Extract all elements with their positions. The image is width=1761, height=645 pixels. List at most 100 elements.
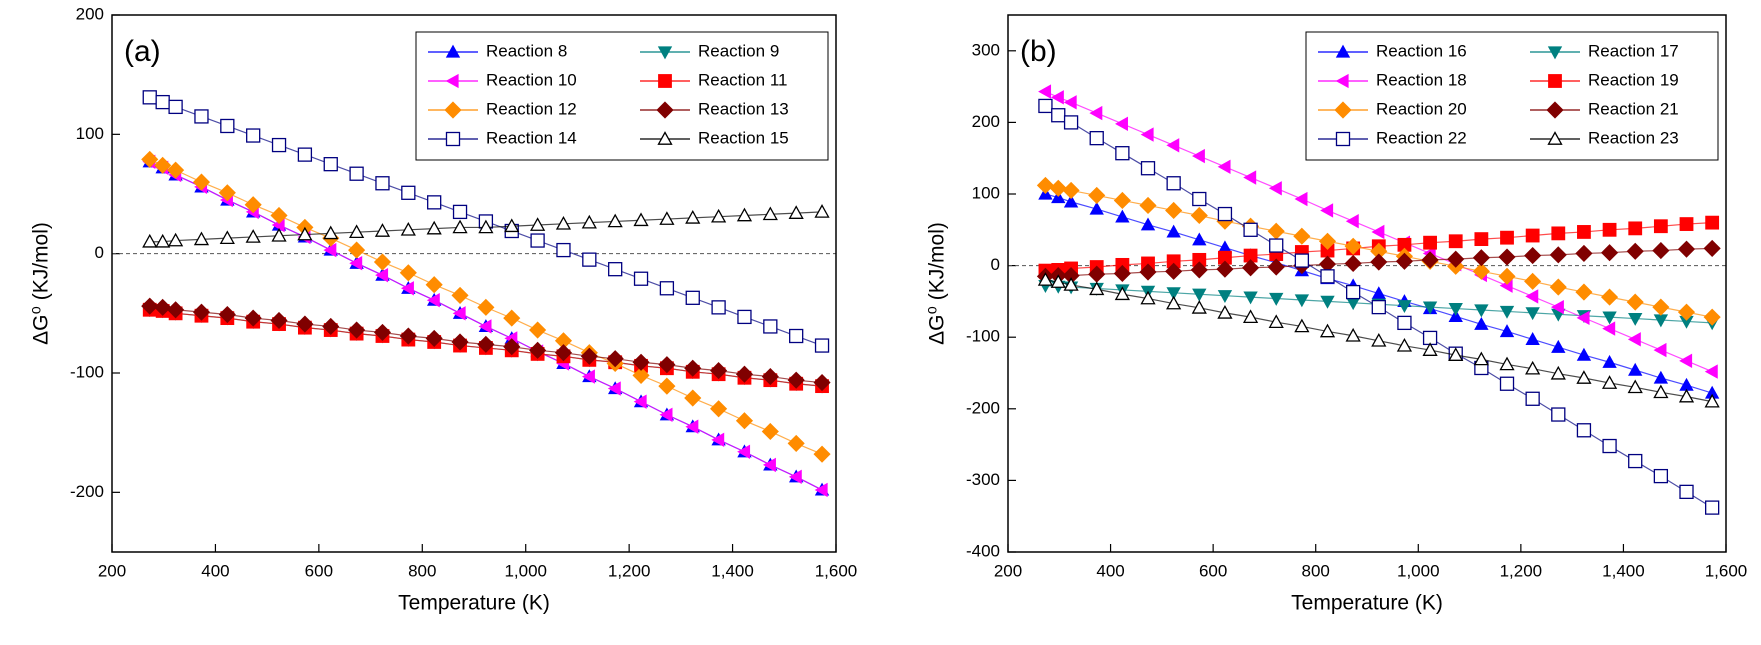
data-point [1704,393,1720,408]
data-point [1243,291,1258,305]
data-point [451,333,469,351]
data-point [1217,290,1233,303]
y-tick-label: 0 [991,255,1000,274]
data-point [1525,228,1540,243]
data-point [452,306,466,321]
data-point [1500,230,1514,245]
data-point [1473,351,1489,366]
data-point [1448,234,1463,249]
data-point [1166,295,1182,310]
legend-marker [445,44,461,58]
y-tick-label: 200 [972,112,1000,131]
data-point [1371,299,1386,315]
data-point [1243,222,1258,237]
data-point [1498,248,1516,266]
data-point [710,400,728,418]
data-point [1371,286,1386,300]
x-tick-label: 1,000 [504,561,547,580]
data-point [633,394,647,409]
data-point [1344,237,1362,255]
data-point [1601,375,1618,389]
legend-label: Reaction 10 [486,70,577,89]
data-point [141,297,159,315]
data-point [711,432,725,448]
y-tick-label: 100 [972,183,1000,202]
series-line [1045,91,1713,373]
data-point [1063,115,1079,130]
data-point [297,147,313,162]
data-point [1448,347,1464,361]
data-point [762,457,776,473]
data-point [711,300,726,315]
data-point [607,213,623,228]
data-point [659,281,675,296]
y-tick-label: -400 [966,541,1000,560]
data-point [1191,300,1207,314]
data-point [194,109,209,124]
data-point [1549,246,1567,264]
y-tick-label: -300 [966,470,1000,489]
legend-marker [656,101,674,119]
series-line [1045,279,1713,403]
data-point [1601,244,1619,262]
data-point [1267,222,1285,240]
data-point [530,233,545,248]
data-point [244,196,262,214]
data-point [1679,484,1694,500]
data-point [1345,214,1359,229]
data-point [477,298,495,316]
data-point [503,338,521,356]
data-point [633,212,649,227]
data-point [1063,277,1079,291]
data-point [503,309,521,327]
data-point [1524,247,1542,265]
data-point [246,128,261,143]
data-point [1653,468,1669,484]
data-point [323,157,338,172]
data-point [219,230,235,245]
data-point [1063,95,1077,110]
x-tick-label: 1,200 [608,561,651,580]
data-point [504,218,520,233]
data-point [349,224,365,239]
data-point [1550,299,1564,315]
series-line [1045,222,1713,272]
data-point [220,118,235,134]
data-point [814,338,830,353]
legend-marker [445,131,461,147]
legend-label: Reaction 11 [698,70,787,89]
y-tick-label: -200 [966,398,1000,417]
data-point [1062,181,1080,199]
data-point [1703,308,1721,326]
data-point [374,223,391,237]
data-point [1626,293,1644,311]
legend-label: Reaction 12 [486,99,577,118]
data-point [1294,191,1308,207]
data-point [1628,453,1643,469]
data-point [556,242,571,258]
data-point [478,219,494,234]
legend-marker [1334,101,1352,119]
data-point [1089,281,1105,296]
data-point [1165,201,1183,220]
data-point [1474,304,1489,318]
data-point [1050,90,1064,105]
data-point [271,137,287,153]
data-point [1679,353,1693,369]
data-point [1525,307,1540,321]
data-point [787,434,805,452]
data-point [1626,242,1644,260]
data-point [1371,224,1385,240]
y-tick-label: 0 [95,243,104,262]
legend-label: Reaction 23 [1588,128,1679,147]
y-tick-label: -200 [70,482,104,501]
data-point [1474,316,1489,330]
data-point [814,204,830,218]
data-point [218,184,236,202]
data-point [1678,388,1695,403]
data-point [192,303,211,321]
data-point [761,368,779,386]
data-point [1320,269,1335,284]
data-point [1575,244,1593,262]
